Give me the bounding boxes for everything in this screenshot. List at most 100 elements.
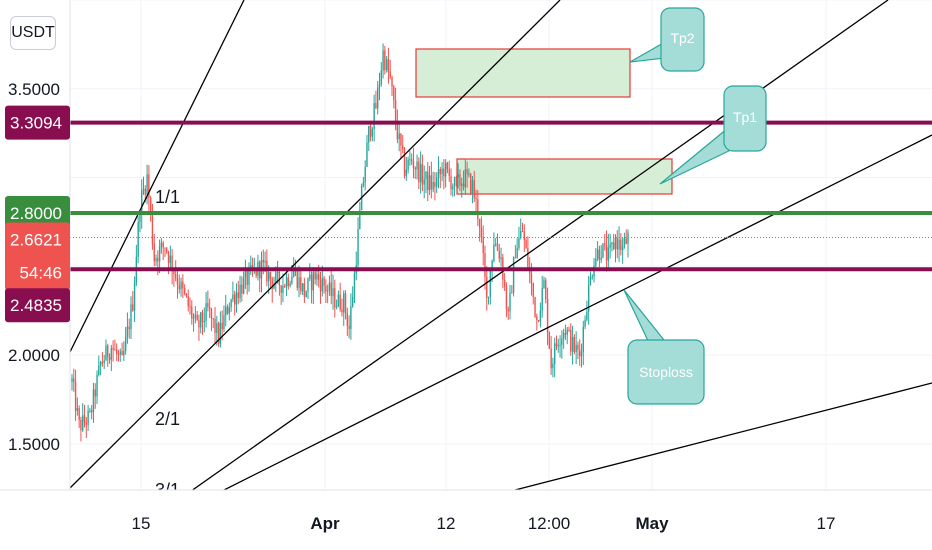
candle-body bbox=[591, 276, 593, 278]
callout-tp1[interactable]: Tp1 bbox=[659, 85, 767, 185]
candle-body bbox=[273, 283, 275, 289]
candle-body bbox=[469, 173, 472, 194]
candle-body bbox=[223, 315, 225, 330]
x-tick-label: Apr bbox=[310, 514, 340, 533]
candle-body bbox=[541, 287, 543, 311]
price-tag-label: 2.4835 bbox=[10, 296, 62, 315]
candle-body bbox=[570, 329, 572, 352]
candle-body bbox=[225, 306, 227, 316]
candle-body bbox=[321, 277, 323, 292]
candle-body bbox=[473, 180, 475, 199]
candle-body bbox=[124, 336, 127, 351]
candle-body bbox=[350, 306, 352, 329]
candle-body bbox=[586, 311, 588, 320]
x-tick-label: 17 bbox=[817, 514, 836, 533]
candle-body bbox=[221, 322, 223, 330]
candle-body bbox=[487, 296, 490, 298]
candle-body bbox=[183, 288, 186, 294]
candle-body bbox=[489, 270, 492, 297]
candle-body bbox=[149, 197, 152, 214]
candle-body bbox=[285, 277, 288, 287]
candle-body bbox=[316, 274, 318, 280]
candle-body bbox=[250, 265, 252, 269]
candle-body bbox=[205, 303, 207, 321]
candle-body bbox=[514, 257, 517, 259]
callout-tp2[interactable]: Tp2 bbox=[629, 7, 705, 72]
candle-body bbox=[101, 362, 104, 364]
candle-body bbox=[609, 244, 611, 248]
candle-body bbox=[296, 269, 298, 288]
candle-body bbox=[164, 247, 166, 249]
candle-body bbox=[87, 410, 89, 425]
candle-body bbox=[210, 309, 213, 319]
candle-body bbox=[99, 362, 102, 366]
candle-body bbox=[568, 329, 570, 331]
candle-body bbox=[325, 285, 327, 292]
candle-body bbox=[425, 171, 427, 180]
x-tick-label: 12:00 bbox=[528, 514, 571, 533]
candle-body bbox=[103, 360, 105, 364]
price-tag: 2.4835 bbox=[5, 288, 70, 323]
candle-body bbox=[280, 285, 282, 293]
candle-body bbox=[194, 314, 197, 318]
candle-body bbox=[412, 161, 415, 168]
candle-body bbox=[230, 299, 232, 308]
candle-body bbox=[418, 161, 420, 183]
candle-body bbox=[78, 408, 80, 420]
candle-body bbox=[119, 351, 121, 355]
candle-body bbox=[455, 177, 458, 179]
candle-body bbox=[346, 313, 349, 326]
candle-body bbox=[212, 318, 214, 320]
candle-body bbox=[242, 277, 245, 294]
candle-body bbox=[378, 84, 381, 88]
candle-body bbox=[464, 169, 467, 188]
candle-body bbox=[500, 257, 502, 259]
candle-body bbox=[400, 133, 402, 146]
candle-body bbox=[353, 273, 356, 297]
candle-body bbox=[478, 219, 481, 228]
candle-body bbox=[237, 292, 239, 299]
candle-body bbox=[94, 389, 96, 397]
fan-lines bbox=[69, 0, 932, 490]
candle-body bbox=[573, 336, 576, 353]
callout-stoploss[interactable]: Stoploss bbox=[623, 289, 705, 405]
candle-body bbox=[427, 171, 429, 190]
candle-body bbox=[144, 188, 146, 195]
candle-body bbox=[166, 248, 168, 253]
currency-selector[interactable]: USDT bbox=[10, 16, 56, 50]
candle-body bbox=[534, 296, 536, 317]
candle-body bbox=[74, 382, 77, 411]
candle-body bbox=[614, 238, 617, 249]
candle-body bbox=[284, 285, 286, 287]
candle-body bbox=[625, 238, 627, 244]
candle-body bbox=[387, 59, 390, 72]
horizontal-levels bbox=[70, 120, 932, 272]
candle-body bbox=[505, 286, 508, 309]
candle-body bbox=[191, 306, 193, 319]
candle-body bbox=[148, 174, 150, 198]
target-zones bbox=[415, 48, 673, 195]
x-tick-label: 15 bbox=[132, 514, 151, 533]
candle-body bbox=[301, 283, 304, 292]
candle-body bbox=[128, 326, 130, 330]
candle-body bbox=[155, 257, 157, 262]
candle-body bbox=[330, 282, 332, 297]
candle-body bbox=[157, 257, 159, 262]
candle-body bbox=[521, 231, 524, 233]
candle-body bbox=[335, 306, 338, 308]
candle-body bbox=[201, 312, 204, 323]
candle-body bbox=[525, 240, 527, 249]
candle-body bbox=[318, 274, 320, 280]
time-axis[interactable]: 15 Apr 12 12:00 May 17 bbox=[0, 489, 932, 550]
x-tick-label: May bbox=[635, 514, 669, 533]
candle-body bbox=[112, 347, 114, 350]
candle-body bbox=[414, 167, 416, 170]
candle-body bbox=[71, 378, 73, 382]
candle-body bbox=[523, 231, 526, 241]
candle-body bbox=[550, 348, 552, 369]
candle-body bbox=[512, 257, 515, 293]
candle-body bbox=[373, 103, 375, 129]
candle-body bbox=[334, 288, 336, 308]
candle-body bbox=[409, 159, 411, 161]
